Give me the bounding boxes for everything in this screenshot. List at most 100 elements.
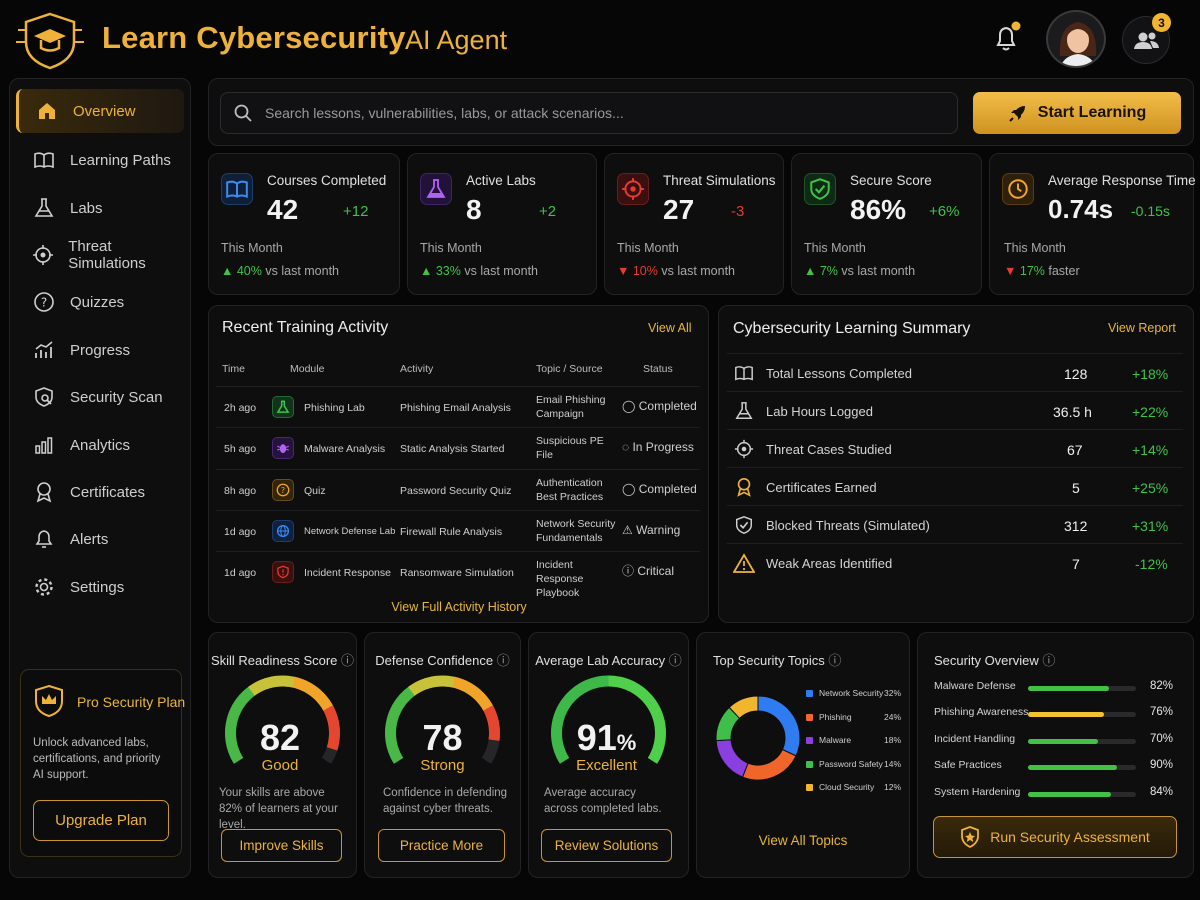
gauge-arc-segment	[297, 678, 307, 691]
gauge-arc-segment	[392, 699, 405, 711]
legend-swatch	[806, 713, 813, 721]
legend-item: Malware 18%	[805, 735, 905, 747]
team-badge: 3	[1152, 13, 1171, 32]
gauge-title: Average Lab Accuracy ⓘ	[535, 653, 682, 668]
gauge-arc-segment	[555, 704, 569, 716]
sidebar-item-alerts[interactable]: Alerts	[16, 517, 184, 561]
view-all-link[interactable]: View All	[648, 321, 692, 335]
gauge-arc-segment	[590, 676, 600, 689]
gauge-arc-segment	[418, 678, 429, 691]
legend-label: Cloud Security	[819, 782, 875, 792]
gauge-arc-segment	[483, 705, 496, 716]
sidebar-item-learning-paths[interactable]: Learning Paths	[16, 138, 184, 182]
gauge-arc-segment	[584, 678, 595, 691]
rocket-icon	[1008, 103, 1028, 123]
flask-icon	[32, 196, 56, 220]
overview-item-value: 90%	[1150, 759, 1174, 771]
status-badge: ⓘ Critical	[622, 564, 675, 578]
gauge-rating: Excellent	[576, 757, 637, 774]
overview-progress-fill	[1028, 765, 1118, 770]
donut-slice	[728, 695, 759, 720]
practice-more-button[interactable]: Practice More	[378, 829, 505, 862]
gauge-arc-segment	[569, 686, 582, 699]
sidebar-item-security-scan[interactable]: Security Scan	[16, 375, 184, 419]
col-topic: Topic / Source	[536, 363, 603, 375]
target-icon	[32, 243, 54, 267]
gauge-arc-segment	[413, 680, 424, 694]
sidebar-item-quizzes[interactable]: ? Quizzes	[16, 280, 184, 324]
search-input[interactable]: Search lessons, vulnerabilities, labs, o…	[220, 92, 958, 134]
gauge-description: Your skills are above 82% of learners at…	[219, 787, 338, 831]
view-all-topics-link[interactable]: View All Topics	[758, 833, 848, 848]
sidebar-item-label: Certificates	[70, 483, 146, 501]
gauge-arc-segment	[649, 705, 662, 716]
team-button[interactable]	[1122, 16, 1170, 64]
table-row[interactable]: 8h ago ? Quiz Password Security Quiz Aut…	[216, 469, 700, 510]
stat-card-labs[interactable]: Active Labs 8 +2 This Month ▲ 33% vs las…	[407, 153, 597, 295]
legend-value: 18%	[884, 735, 902, 745]
overview-progress-fill	[1028, 792, 1112, 797]
table-row[interactable]: 2h ago Phishing Lab Phishing Email Analy…	[216, 386, 700, 427]
overview-item-label: Safe Practices	[934, 759, 1002, 771]
stat-card-threats[interactable]: Threat Simulations 27 -3 This Month ▼ 10…	[604, 153, 784, 295]
table-row[interactable]: 1d ago Network Defense Lab Firewall Rule…	[216, 510, 700, 551]
bug-icon	[272, 437, 294, 459]
legend-swatch	[806, 784, 813, 791]
table-row[interactable]: 5h ago Malware Analysis Static Analysis …	[216, 427, 700, 468]
warning-icon	[733, 553, 755, 573]
sidebar-item-settings[interactable]: Settings	[16, 565, 184, 609]
shield-graduation-icon	[16, 12, 84, 70]
question-icon: ?	[272, 479, 294, 501]
legend-item: Network Security 32%	[805, 688, 905, 700]
gauge-arc-segment	[235, 694, 248, 707]
sidebar-item-threat-simulations[interactable]: Threat Simulations	[16, 233, 184, 277]
sidebar-item-label: Labs	[70, 199, 103, 217]
bell-icon	[32, 527, 56, 551]
gauge-arc-segment	[229, 704, 243, 716]
gauge-arc-segment	[627, 680, 639, 694]
stat-card-secure-score[interactable]: Secure Score 86% +6% This Month ▲ 7% vs …	[791, 153, 982, 295]
trend-up-icon: ▲	[221, 264, 237, 278]
svg-text:?: ?	[41, 296, 47, 310]
gauge-rating: Strong	[420, 757, 465, 774]
legend-label: Phishing	[819, 711, 852, 722]
run-assessment-button[interactable]: Run Security Assessment	[933, 816, 1177, 858]
avatar[interactable]	[1046, 10, 1106, 68]
sidebar-item-label: Threat Simulations	[68, 238, 146, 272]
sidebar-item-labs[interactable]: Labs	[16, 186, 184, 230]
summary-row: Certificates Earned 5 +25%	[727, 467, 1183, 505]
recent-activity-title: Recent Training Activity	[222, 319, 389, 336]
stat-card-courses[interactable]: Courses Completed 42 +12 This Month ▲ 40…	[208, 153, 400, 295]
stat-card-response-time[interactable]: Average Response Time 0.74s -0.15s This …	[989, 153, 1196, 295]
chart-line-icon	[32, 338, 56, 362]
bar-chart-icon	[32, 433, 56, 457]
status-badge: ⚠ Warning	[622, 523, 681, 537]
upgrade-plan-button[interactable]: Upgrade Plan	[33, 800, 169, 841]
stat-label: Secure Score	[850, 173, 932, 188]
clock-icon	[1002, 173, 1034, 205]
legend-value: 24%	[884, 711, 902, 722]
table-row[interactable]: 1d ago Incident Response Ransomware Simu…	[216, 551, 700, 599]
sidebar-item-overview[interactable]: Overview	[16, 89, 184, 133]
sidebar-item-progress[interactable]: Progress	[16, 328, 184, 372]
book-icon	[734, 363, 754, 383]
sidebar-item-label: Analytics	[70, 436, 131, 454]
svg-text:?: ?	[281, 486, 285, 495]
view-full-history-link[interactable]: View Full Activity History	[391, 600, 527, 614]
status-badge: ◯ Completed	[622, 482, 697, 496]
trend-down-icon: ▼	[617, 264, 633, 278]
start-learning-button[interactable]: Start Learning	[973, 92, 1181, 134]
flask-icon	[420, 173, 452, 205]
stat-delta: +12	[343, 203, 369, 220]
review-solutions-button[interactable]: Review Solutions	[541, 829, 672, 862]
notifications-button[interactable]	[988, 20, 1024, 56]
stat-label: Average Response Time	[1048, 173, 1196, 188]
app-title: Learn Cybersecurity	[102, 20, 406, 55]
gauge-arc-segment	[243, 686, 256, 699]
overview-progress-bar	[1028, 712, 1136, 717]
sidebar-item-certificates[interactable]: Certificates	[16, 470, 184, 514]
target-icon	[617, 173, 649, 205]
sidebar-item-analytics[interactable]: Analytics	[16, 423, 184, 467]
view-report-link[interactable]: View Report	[1108, 321, 1176, 335]
improve-skills-button[interactable]: Improve Skills	[221, 829, 342, 862]
